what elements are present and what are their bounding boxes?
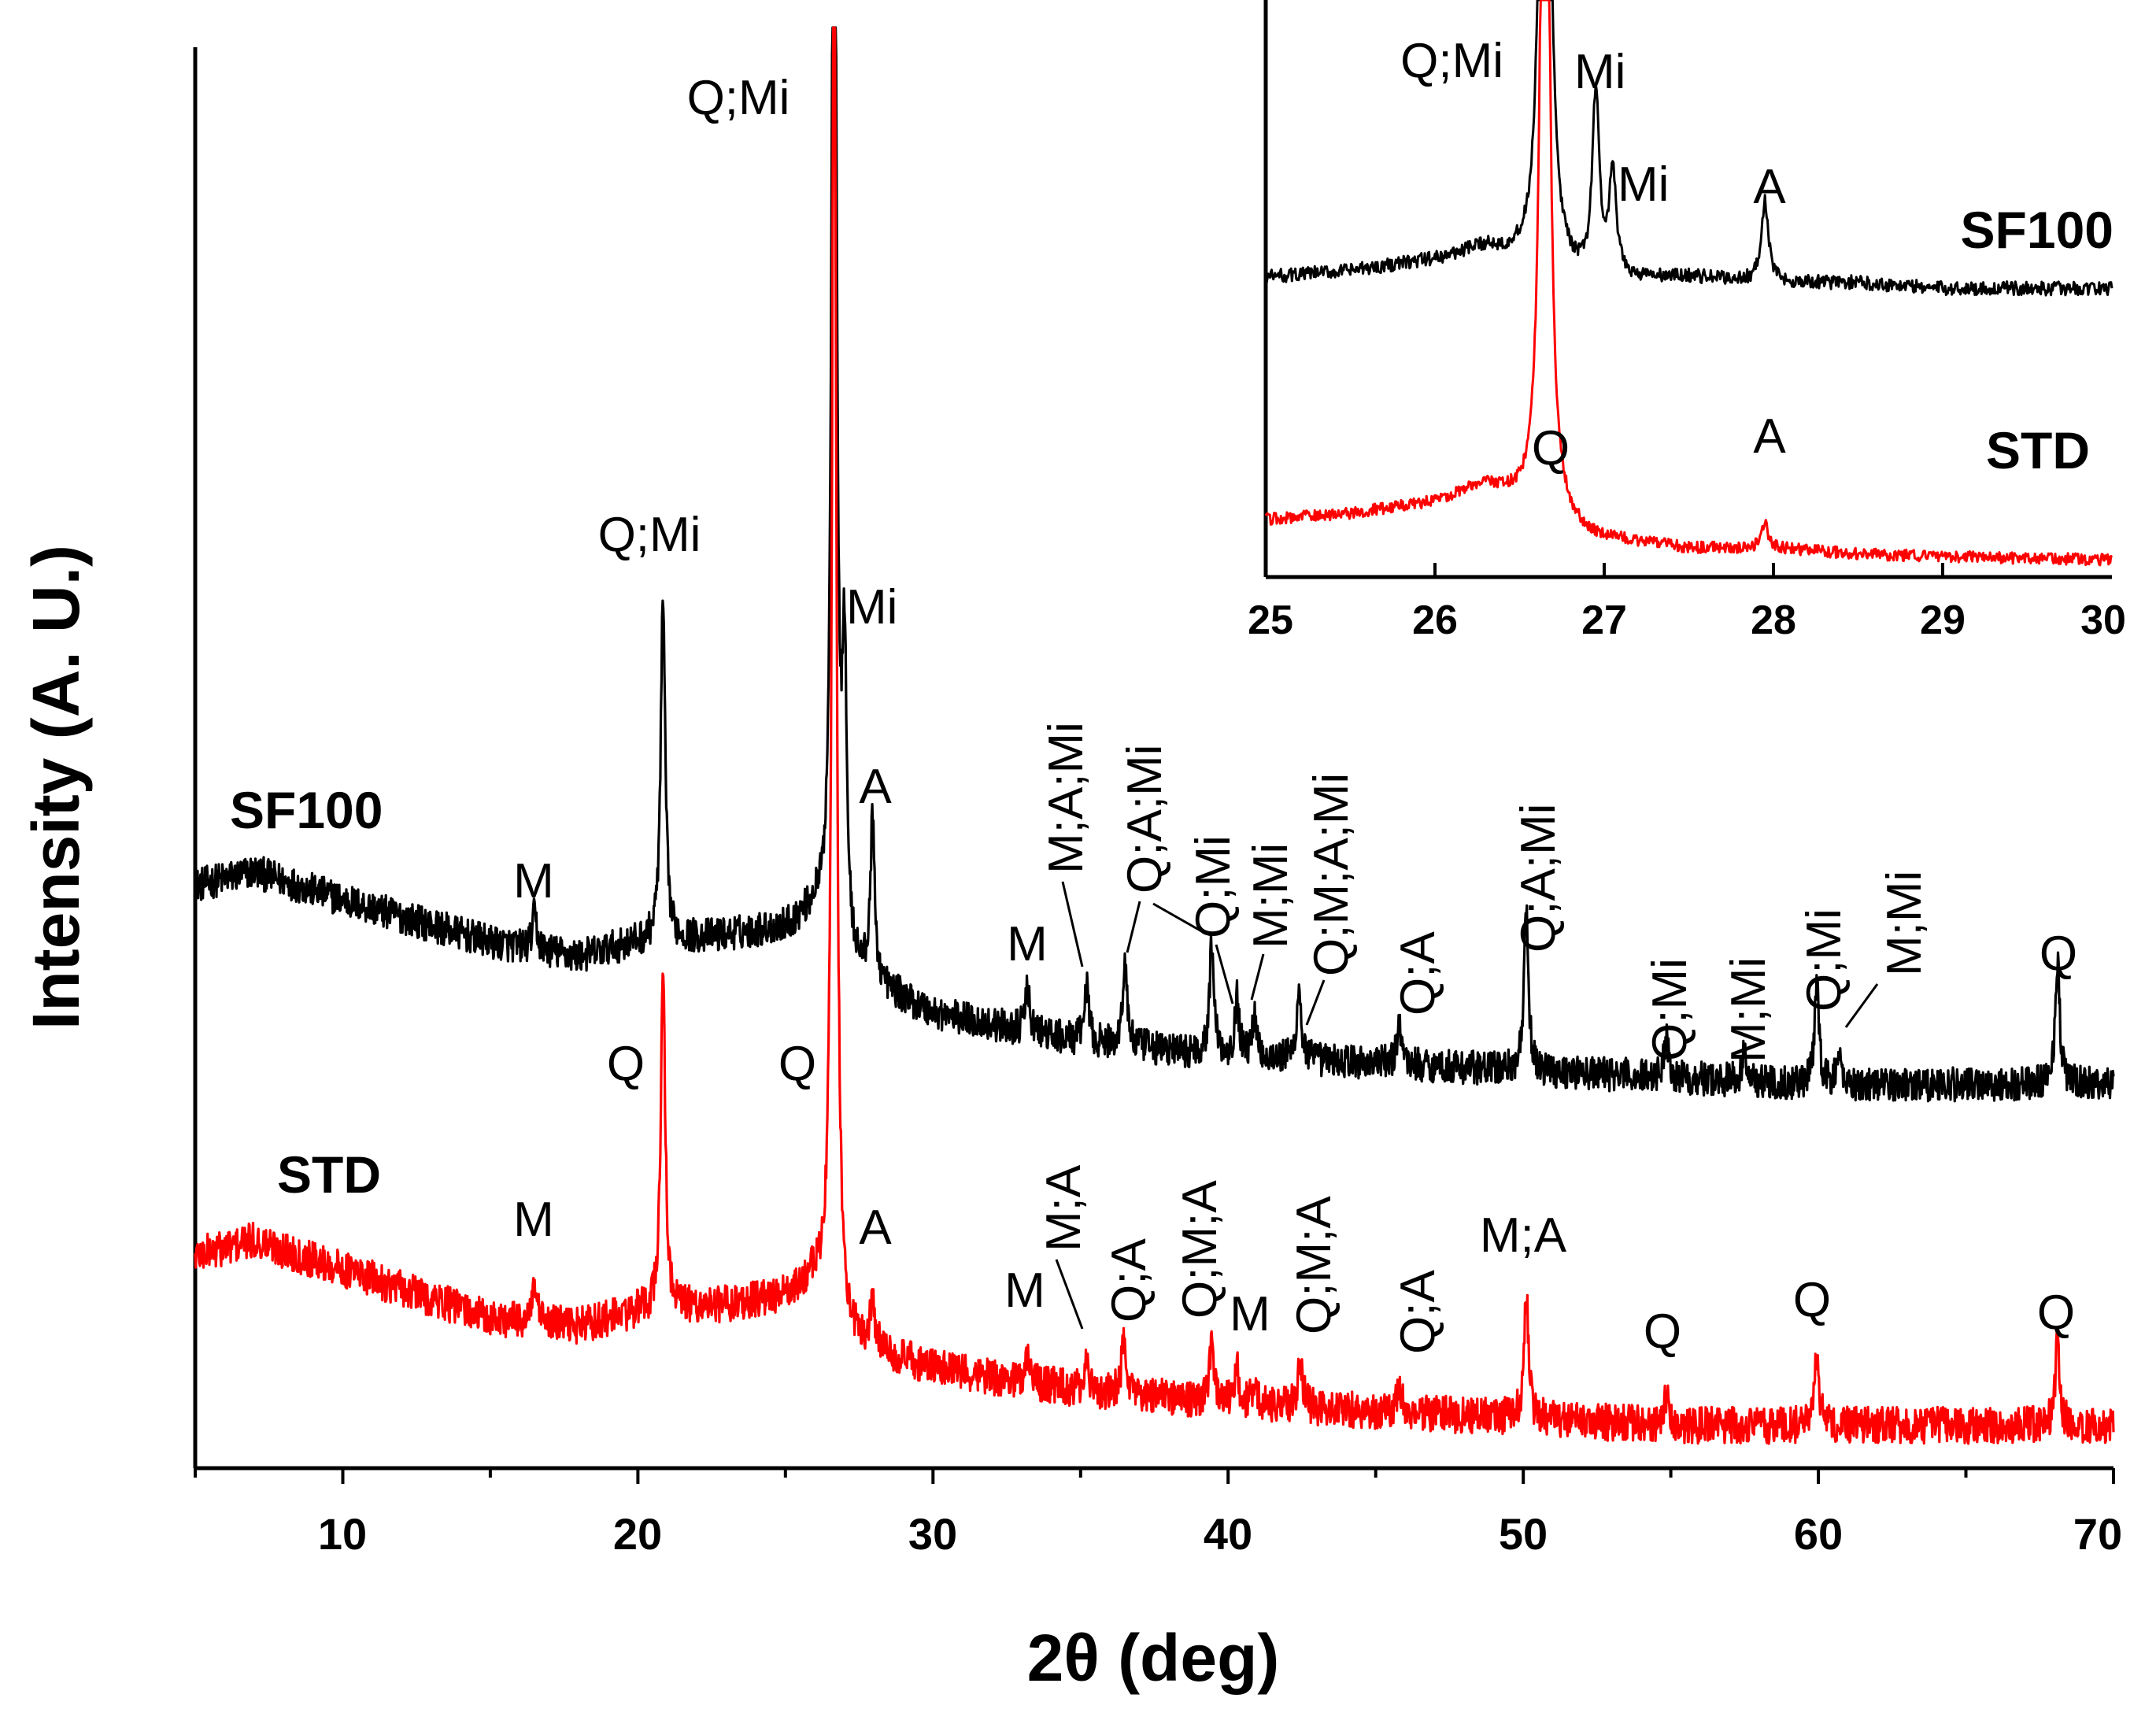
main-x-tick-label: 10 xyxy=(318,1509,367,1559)
inset-sf100-trace xyxy=(1264,0,2113,297)
peak-label: Q xyxy=(1644,1304,1681,1359)
inset-std-trace xyxy=(1264,0,2113,567)
main-x-tick-label: 20 xyxy=(613,1509,662,1559)
peak-label: M;A xyxy=(1480,1208,1567,1263)
peak-label: M xyxy=(1004,1263,1045,1318)
inset-plot: 25 26 27 28 29 30 SF100 STD Q;Mi Mi Mi A… xyxy=(1248,0,2126,643)
main-x-tick-label: 30 xyxy=(908,1509,957,1559)
main-x-tick-label: 70 xyxy=(2073,1509,2122,1559)
peak-label: A xyxy=(859,1201,892,1255)
peak-label: Q xyxy=(2040,927,2077,981)
peak-label: A xyxy=(859,760,892,814)
peak-label: M xyxy=(1230,1287,1270,1341)
peak-label: Q;A xyxy=(1391,1270,1445,1354)
series-label-sf100: SF100 xyxy=(230,781,383,839)
inset-x-tick-label: 25 xyxy=(1248,597,1293,643)
label-leader-line xyxy=(1055,1259,1084,1330)
inset-x-tick-label: 27 xyxy=(1581,597,1627,643)
peak-label: Q;A xyxy=(1391,931,1445,1016)
std-trace xyxy=(194,26,2115,1445)
main-x-tick-label: 50 xyxy=(1499,1509,1548,1559)
peak-label: Q;M;A xyxy=(1287,1196,1341,1334)
label-leader-line xyxy=(1126,901,1141,953)
peak-label: Q xyxy=(1793,1273,1831,1327)
inset-peak-label: A xyxy=(1753,409,1786,464)
peak-label: Q;Mi xyxy=(687,71,790,125)
label-leader-line xyxy=(1215,944,1234,1004)
peak-label: Q;Mi xyxy=(1643,958,1697,1061)
peak-label: M;A;Mi xyxy=(1039,722,1093,874)
inset-peak-label: Q xyxy=(1532,421,1570,475)
peak-label: Q;Mi xyxy=(1186,835,1241,938)
peak-label: M xyxy=(513,1193,554,1247)
main-x-tick-label: 60 xyxy=(1794,1509,1843,1559)
label-leader-line xyxy=(1152,902,1205,934)
inset-x-tick-label: 28 xyxy=(1751,597,1796,643)
peak-label: Mi xyxy=(846,580,897,634)
label-leader-line xyxy=(1305,979,1326,1026)
label-leader-line xyxy=(1061,881,1084,967)
peak-label: Q xyxy=(607,1037,645,1091)
x-axis-title: 2θ (deg) xyxy=(1027,1621,1280,1695)
inset-series-label-std: STD xyxy=(1986,421,2090,479)
peak-label: Q;A xyxy=(1102,1238,1156,1323)
series-label-std: STD xyxy=(277,1145,381,1204)
sf100-trace xyxy=(194,26,2115,1103)
peak-label: M;Mi xyxy=(1721,957,1776,1063)
peak-label: Q;M;A;Mi xyxy=(1304,773,1359,976)
inset-x-tick-label: 30 xyxy=(2080,597,2126,643)
peak-label: M;A xyxy=(1037,1164,1091,1252)
inset-peak-label: A xyxy=(1753,160,1786,214)
peak-label: Q;M;A xyxy=(1173,1180,1227,1319)
peak-label: M xyxy=(1007,917,1048,971)
inset-x-tick-label: 26 xyxy=(1412,597,1458,643)
y-axis-title: Intensity (A. U.) xyxy=(19,545,93,1030)
peak-label: M xyxy=(513,854,554,908)
peak-label: Q;Mi xyxy=(598,508,701,562)
peak-label: Q;Mi xyxy=(1797,908,1851,1012)
inset-series-label-sf100: SF100 xyxy=(1961,201,2113,259)
inset-peak-label: Mi xyxy=(1618,157,1669,212)
peak-label: Q xyxy=(778,1037,816,1091)
label-leader-line xyxy=(1250,953,1265,1001)
peak-label: Q;A;Mi xyxy=(1511,804,1566,953)
peak-label: M;Mi xyxy=(1244,843,1298,949)
inset-peak-label: Q;Mi xyxy=(1400,34,1503,88)
label-leader-line xyxy=(1844,983,1879,1028)
inset-peak-label: Mi xyxy=(1574,45,1625,99)
main-x-tick-label: 40 xyxy=(1204,1509,1252,1559)
peak-label: M;Mi xyxy=(1877,871,1932,976)
peak-label: Q;A;Mi xyxy=(1118,745,1172,893)
inset-x-tick-label: 29 xyxy=(1920,597,1966,643)
peak-label: Q xyxy=(2037,1286,2075,1340)
